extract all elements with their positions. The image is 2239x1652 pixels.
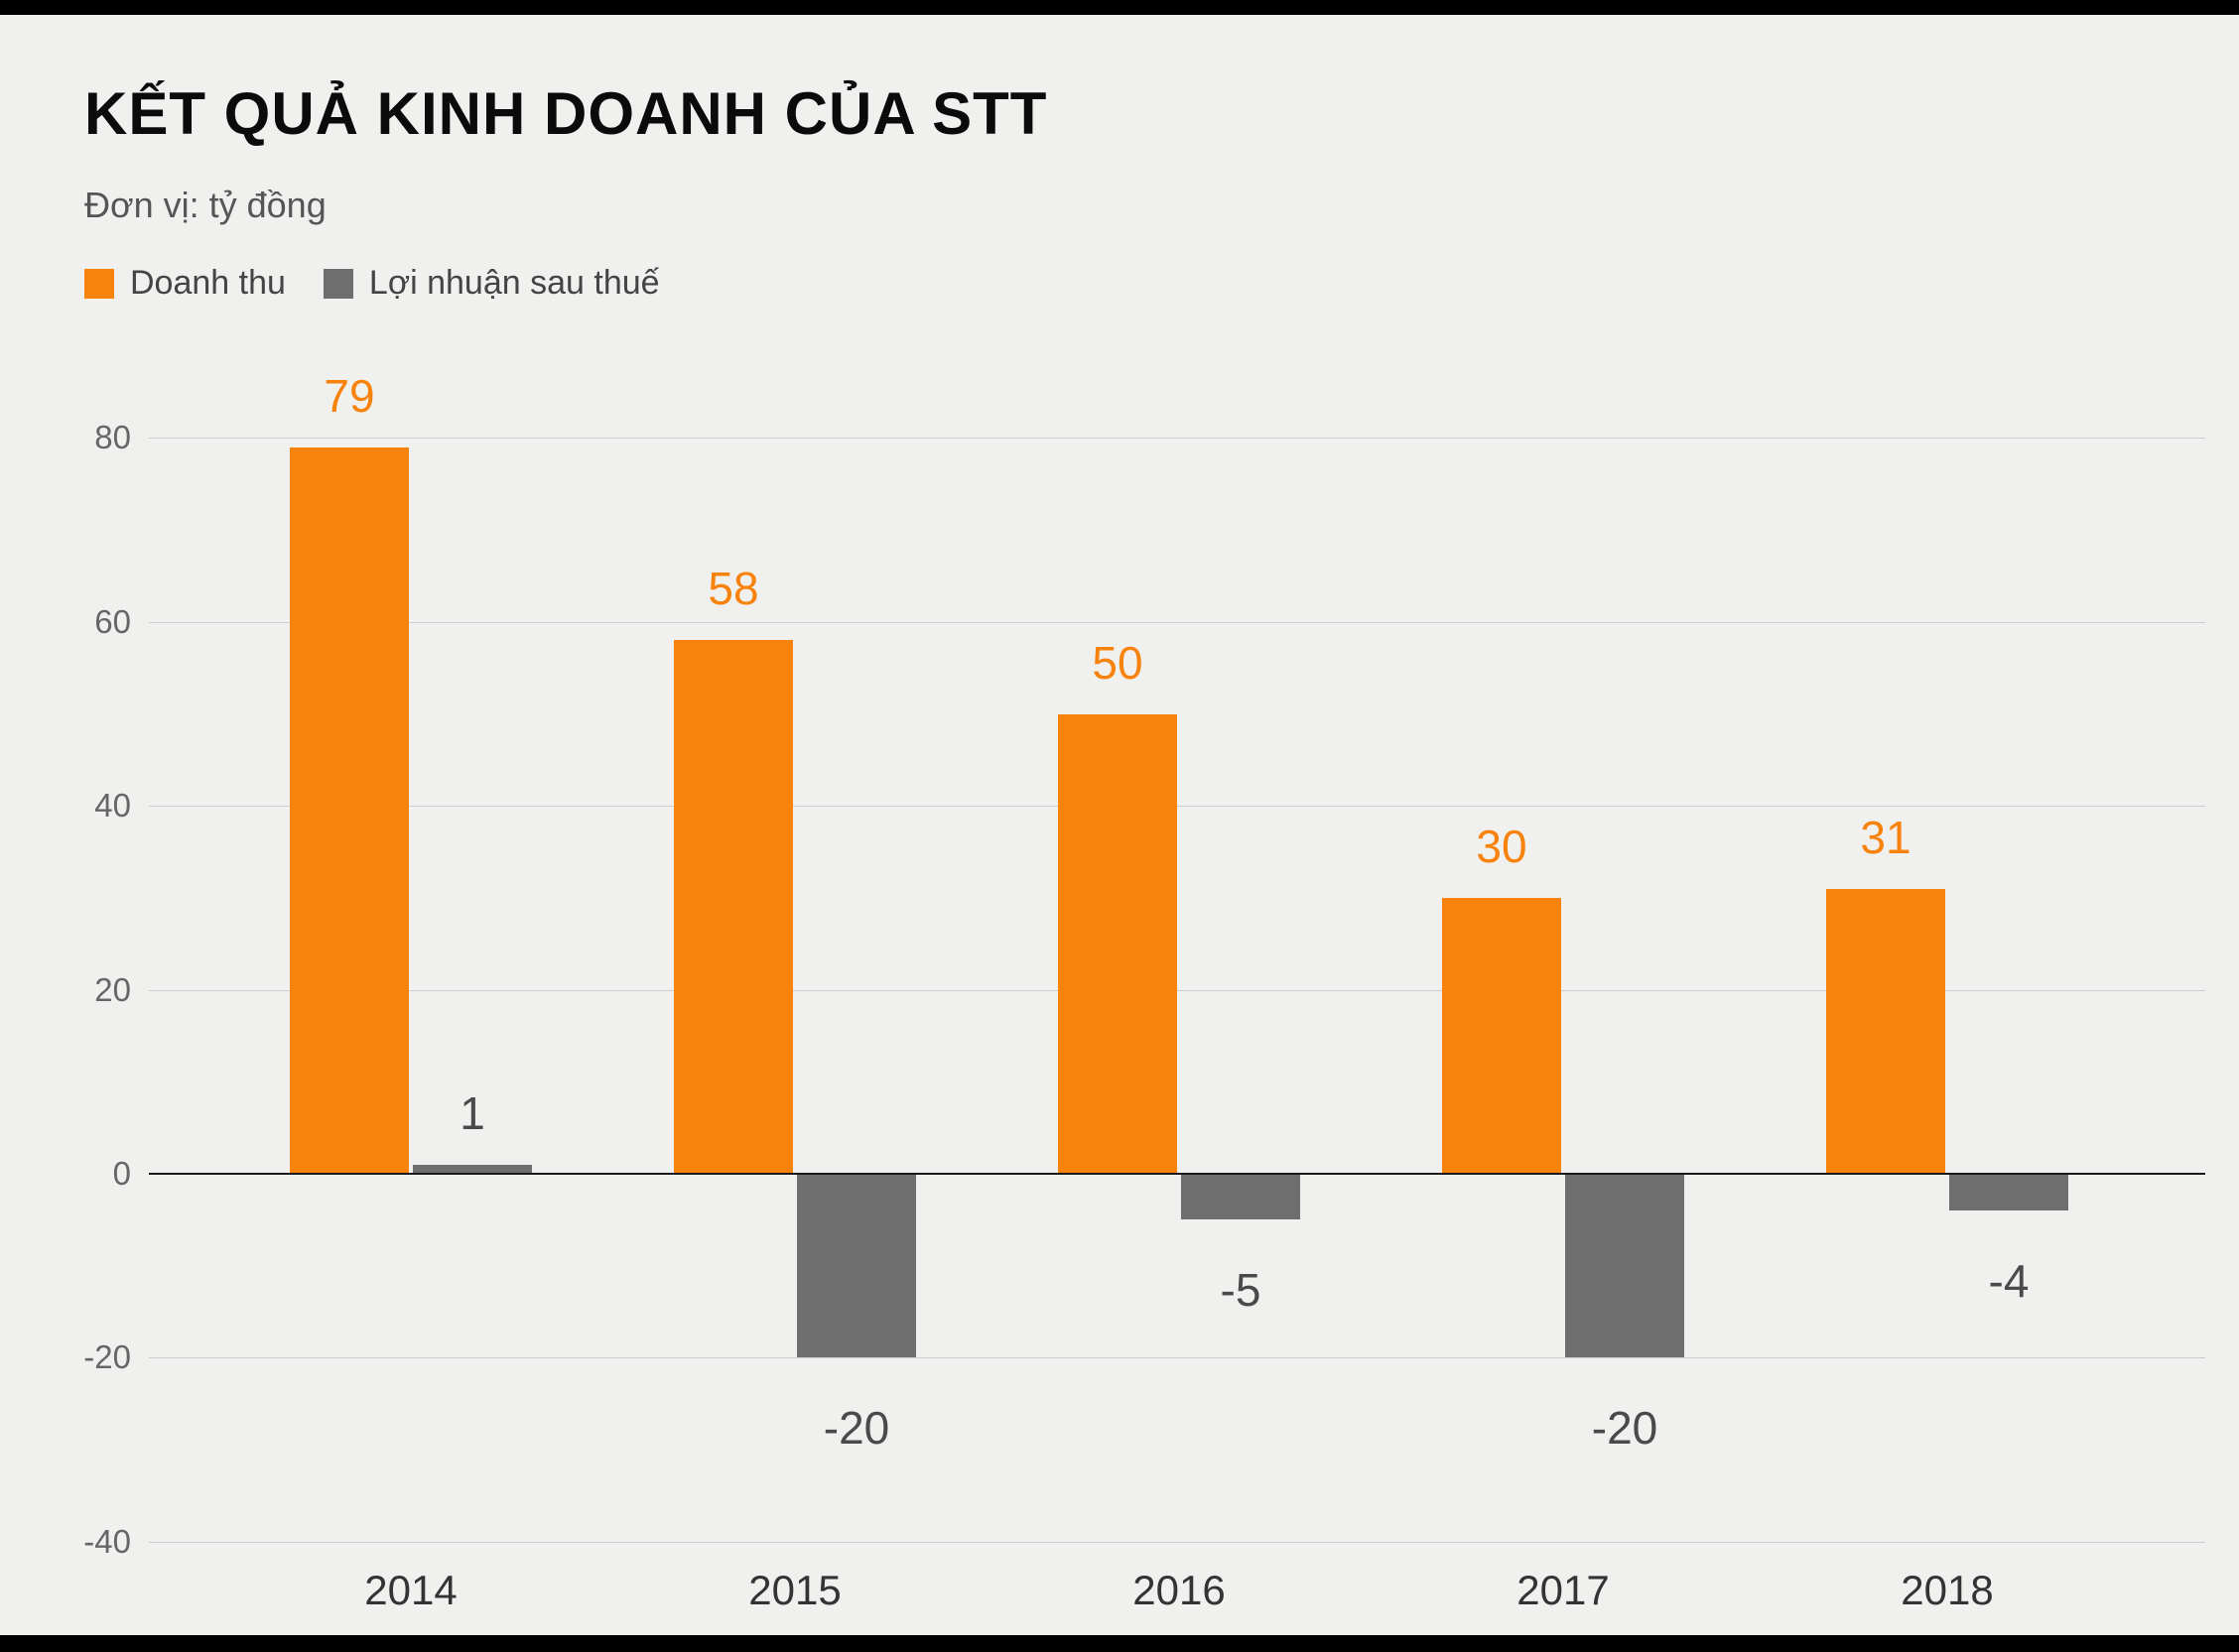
gridline-20 [149,989,2205,991]
bar-revenue-2017 [1442,897,1561,1174]
value-label-profit-2017: -20 [1591,1402,1658,1455]
value-label-profit-2015: -20 [823,1402,890,1455]
bar-profit-2016 [1181,1174,1300,1220]
legend-item-profit: Lợi nhuận sau thuế [323,264,660,303]
bar-profit-2018 [1949,1174,2068,1211]
legend-item-revenue: Doanh thu [84,264,286,303]
y-axis-tick-60: 60 [94,602,131,640]
value-label-revenue-2015: 58 [708,563,759,615]
bar-profit-2015 [797,1174,916,1358]
profit-swatch-icon [323,268,353,299]
value-label-revenue-2018: 31 [1860,811,1911,863]
gridline-80 [149,438,2205,440]
bar-revenue-2018 [1826,888,1945,1174]
x-axis-label-2018: 2018 [1901,1567,1994,1613]
bar-revenue-2015 [674,640,793,1174]
gridline-60 [149,621,2205,623]
y-axis-tick--40: -40 [83,1522,131,1560]
x-axis-label-2016: 2016 [1132,1567,1226,1613]
unit-label: Đơn vị: tỷ đồng [84,185,327,225]
gridline--40 [149,1541,2205,1543]
x-axis-label-2014: 2014 [364,1567,458,1613]
bar-profit-2014 [413,1164,532,1174]
value-label-profit-2014: 1 [460,1086,485,1139]
bar-revenue-2014 [290,446,409,1174]
y-axis-tick-0: 0 [112,1155,131,1192]
bar-revenue-2016 [1058,713,1177,1174]
y-axis-tick--20: -20 [83,1338,131,1376]
x-axis-label-2017: 2017 [1516,1567,1610,1613]
value-label-revenue-2017: 30 [1476,820,1527,872]
gridline-40 [149,806,2205,808]
chart-title: KẾT QUẢ KINH DOANH CỦA STT [84,80,1048,147]
legend-label-revenue: Doanh thu [130,264,286,302]
legend-label-profit: Lợi nhuận sau thuế [368,264,660,302]
zero-axis-line [149,1173,2205,1175]
value-label-revenue-2016: 50 [1092,636,1143,689]
value-label-revenue-2014: 79 [324,369,375,422]
top-edge-strip [0,0,2239,15]
value-label-profit-2018: -4 [1988,1255,2030,1308]
gridline--20 [149,1357,2205,1359]
y-axis-tick-80: 80 [94,419,131,456]
y-axis-tick-40: 40 [94,787,131,825]
y-axis-tick-20: 20 [94,970,131,1008]
x-axis-label-2015: 2015 [748,1567,842,1613]
bar-profit-2017 [1565,1174,1684,1358]
legend: Doanh thu Lợi nhuận sau thuế [84,264,660,303]
value-label-profit-2016: -5 [1220,1264,1261,1317]
bottom-edge-strip [0,1635,2239,1652]
revenue-swatch-icon [84,268,114,299]
